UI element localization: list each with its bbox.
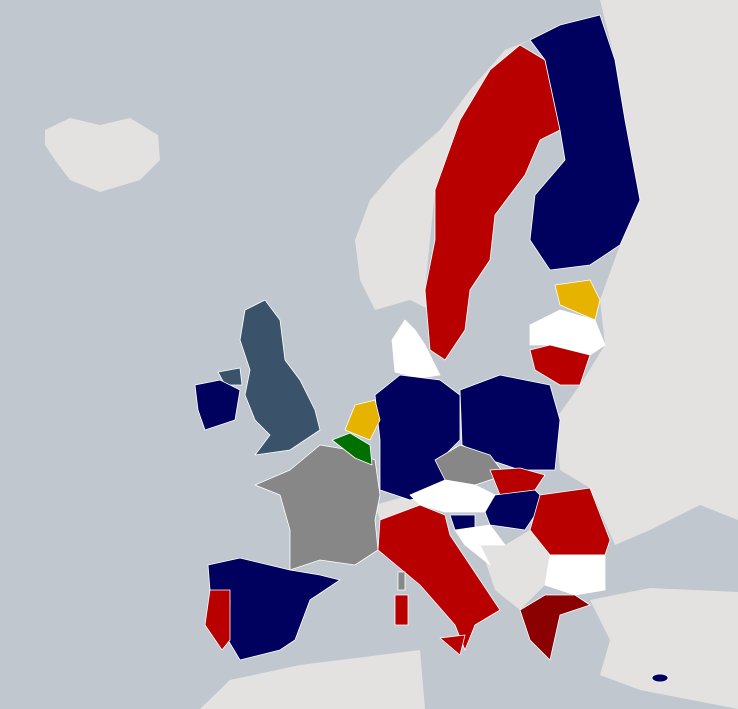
- region-black-sea: [618, 510, 738, 590]
- region-cyprus: [651, 673, 669, 683]
- region-norway: [355, 40, 530, 310]
- region-lithuania: [529, 344, 591, 386]
- region-estonia: [554, 279, 601, 321]
- region-corsica: [397, 571, 406, 591]
- region-hungary: [484, 489, 546, 531]
- region-sardinia: [394, 594, 409, 626]
- region-switzerland: [375, 495, 420, 520]
- region-belgium: [331, 432, 373, 466]
- region-turkey: [590, 588, 738, 709]
- region-ireland: [194, 379, 241, 431]
- region-balkans: [480, 530, 550, 610]
- region-finland: [529, 14, 641, 271]
- region-sweden: [424, 44, 561, 361]
- region-iceland: [45, 118, 160, 192]
- region-slovakia: [489, 467, 546, 496]
- region-denmark: [391, 319, 441, 379]
- region-france: [254, 444, 381, 571]
- region-east-europe-land: [555, 0, 738, 545]
- region-greece: [519, 594, 591, 661]
- region-portugal: [204, 589, 231, 651]
- region-sicily: [439, 634, 466, 656]
- region-netherlands: [344, 399, 381, 441]
- region-latvia: [529, 309, 606, 356]
- region-italy: [377, 504, 501, 651]
- region-bulgaria: [544, 554, 606, 596]
- region-united-kingdom: [239, 299, 321, 456]
- region-north-africa: [200, 650, 425, 709]
- region-northern-ireland: [217, 367, 243, 386]
- region-croatia: [454, 524, 506, 566]
